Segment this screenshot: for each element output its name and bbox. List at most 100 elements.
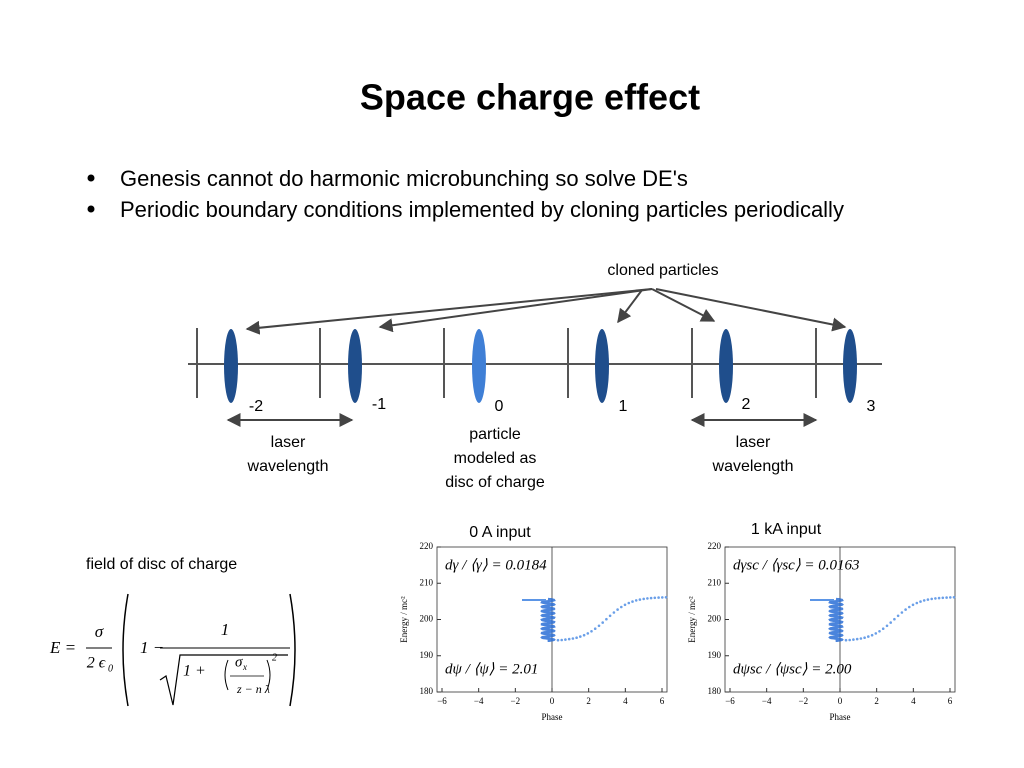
clone-arrow: [655, 288, 847, 332]
diagram-label: modeled as: [454, 450, 537, 467]
particle-dot: [896, 614, 900, 618]
x-tick-label: −6: [437, 696, 447, 706]
diagram-label: laser: [736, 434, 771, 451]
y-axis-label: Energy / mc²: [399, 596, 409, 643]
formula-part: σ: [235, 654, 243, 670]
annotation: dψ / ⟨ψ⟩ = 2.01: [445, 661, 538, 677]
particle-dot: [870, 633, 874, 637]
y-tick-label: 210: [420, 577, 434, 587]
particle-disc: [472, 329, 486, 403]
annotation: dγ / ⟨γ⟩ = 0.0184: [445, 557, 547, 573]
particle-dot: [627, 601, 631, 605]
clone-arrow: [245, 288, 653, 335]
particle-dot: [885, 624, 889, 628]
plot-title: 1 kA input: [751, 521, 822, 538]
title: Space charge effect: [360, 77, 700, 118]
formula-part: 1: [221, 620, 230, 639]
diagram-label: wavelength: [247, 458, 329, 475]
diagram-label: laser: [271, 434, 306, 451]
annotation: dψsc / ⟨ψsc⟩ = 2.00: [733, 661, 852, 677]
particle-dot: [590, 630, 593, 633]
particle-dot: [900, 611, 904, 614]
particle-dot: [915, 601, 919, 605]
particle-dot: [586, 632, 590, 635]
particle-dot: [859, 637, 863, 640]
particle-dot: [878, 630, 881, 633]
particle-dot: [631, 600, 634, 603]
formula-part: x: [242, 662, 247, 672]
particle-dot: [855, 637, 859, 641]
particle-core: [828, 597, 844, 643]
clone-arrow: [617, 289, 643, 324]
x-tick-label: 6: [948, 696, 953, 706]
y-tick-label: 220: [708, 541, 722, 551]
x-tick-label: 2: [874, 696, 879, 706]
particle-dot: [874, 632, 878, 635]
particle-dot: [852, 638, 855, 641]
particle-dot: [911, 603, 915, 607]
particle-disc: [348, 329, 362, 403]
top-label: cloned particles: [607, 262, 718, 279]
paren: [224, 659, 229, 691]
particle-dot: [664, 596, 668, 599]
particle-dot: [952, 596, 956, 599]
particle-dot: [646, 597, 649, 600]
x-tick-label: 2: [586, 696, 591, 706]
y-tick-label: 200: [708, 614, 722, 624]
index-label: -1: [372, 396, 386, 413]
particle-dot: [608, 614, 612, 618]
formula-part: σ: [95, 622, 104, 641]
x-tick-label: 6: [660, 696, 665, 706]
particle-dot: [941, 596, 945, 600]
formula-part: E =: [49, 638, 76, 657]
diagram-label: particle: [469, 426, 521, 443]
particle-dot: [638, 598, 642, 601]
diagram-label: disc of charge: [445, 474, 545, 491]
particle-dot: [657, 596, 660, 599]
formula-caption: field of disc of charge: [86, 556, 237, 573]
particle-dot: [593, 627, 597, 630]
particle-dot: [575, 636, 578, 639]
particle-dot: [926, 598, 930, 601]
x-axis-label: Phase: [830, 712, 851, 722]
particle-dot: [893, 617, 896, 621]
paren: [289, 593, 296, 707]
particle-dot: [945, 596, 948, 599]
particle-dot: [661, 596, 664, 599]
particle-dot: [863, 636, 866, 639]
y-tick-label: 180: [420, 686, 434, 696]
particle-dot: [649, 596, 653, 600]
particle-dot: [867, 635, 870, 638]
particle-dot: [930, 597, 933, 601]
particle-dot: [848, 638, 851, 642]
bullet-dot: [87, 205, 95, 213]
particle-dot: [597, 624, 601, 628]
x-tick-label: 0: [838, 696, 843, 706]
particle-dot: [571, 637, 575, 640]
x-tick-label: −2: [511, 696, 521, 706]
particle-dot: [934, 597, 937, 600]
particle-disc: [595, 329, 609, 403]
particle-dot: [642, 597, 645, 601]
x-tick-label: 4: [911, 696, 916, 706]
x-tick-label: −6: [725, 696, 735, 706]
particle-dot: [908, 605, 911, 609]
formula-part: 1 +: [183, 663, 206, 680]
y-tick-label: 190: [420, 650, 434, 660]
particle-dot: [653, 596, 657, 600]
bullet-text: Genesis cannot do harmonic microbunching…: [120, 166, 688, 191]
formula-part: 0: [108, 663, 113, 674]
formula-part: 2 ϵ: [87, 655, 106, 672]
paren: [122, 593, 129, 707]
particle-dot: [582, 633, 586, 637]
sqrt-sign: [159, 654, 288, 706]
particle-dot: [904, 608, 907, 611]
particle-dot: [601, 621, 604, 624]
particle-dot: [889, 621, 892, 624]
particle-dot: [556, 638, 560, 642]
particle-dot: [612, 611, 616, 614]
particle-dot: [564, 638, 567, 641]
y-axis-label: Energy / mc²: [687, 596, 697, 643]
x-tick-label: 4: [623, 696, 628, 706]
particle-dot: [634, 599, 638, 602]
